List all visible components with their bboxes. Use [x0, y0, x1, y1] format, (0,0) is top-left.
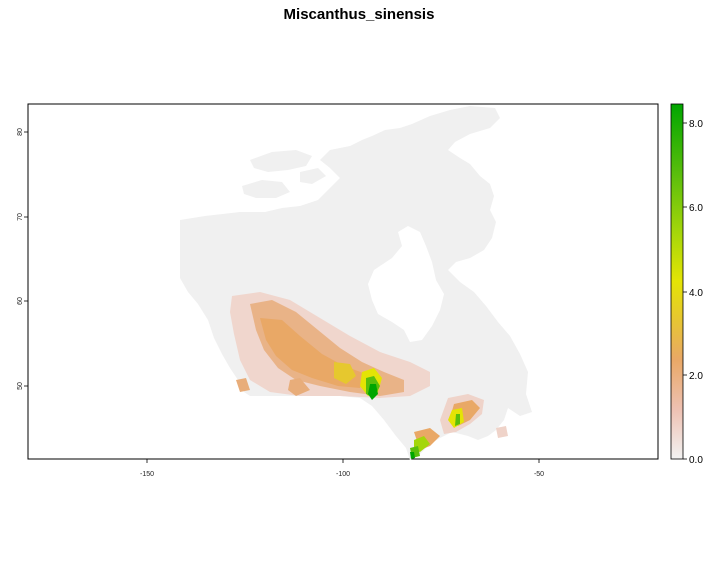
y-tick-label: 80 [17, 128, 24, 136]
y-tick-label: 70 [17, 213, 24, 221]
y-tick-label: 60 [17, 297, 24, 305]
legend-colorbar [670, 103, 684, 460]
map-panel: -150 -100 -50 50 60 70 80 [17, 103, 659, 478]
map-title: Miscanthus_sinensis [283, 6, 435, 23]
x-axis: -150 -100 -50 [140, 459, 544, 478]
y-axis: 50 60 70 80 [17, 128, 28, 390]
legend-tick-label: 8.0 [689, 119, 703, 130]
legend-tick-label: 4.0 [689, 288, 703, 299]
legend-tick-label: 2.0 [689, 371, 703, 382]
x-tick-label: -50 [534, 471, 544, 478]
hudson-bay [368, 226, 444, 342]
legend-tick-label: 6.0 [689, 203, 703, 214]
x-tick-label: -150 [140, 471, 154, 478]
x-tick-label: -100 [336, 471, 350, 478]
suitability-raster [230, 292, 508, 459]
y-tick-label: 50 [17, 382, 24, 390]
legend: 0.0 2.0 4.0 6.0 8.0 [670, 103, 703, 466]
legend-tick-label: 0.0 [689, 455, 703, 466]
